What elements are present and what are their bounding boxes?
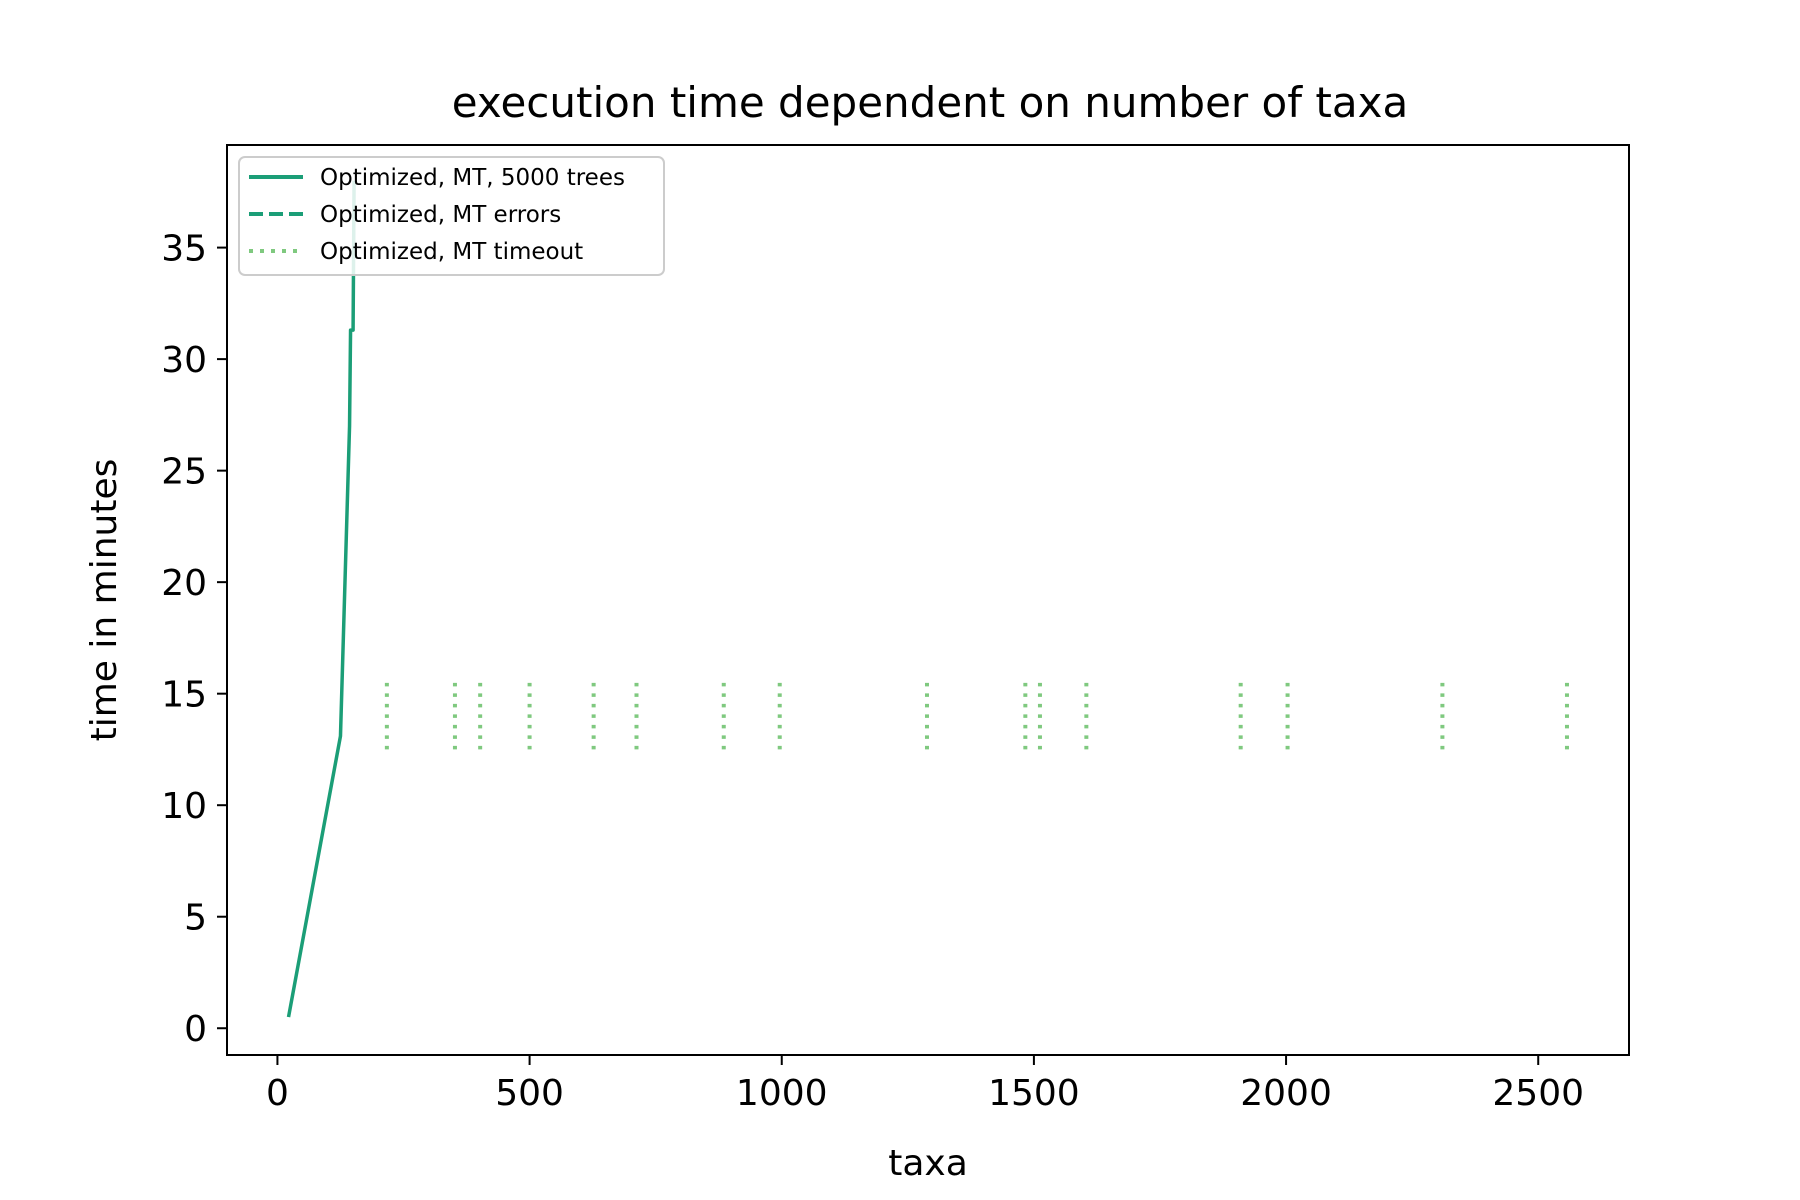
legend: Optimized, MT, 5000 trees Optimized, MT e… bbox=[238, 156, 665, 276]
y-tick-label: 25 bbox=[161, 452, 207, 493]
chart-title: execution time dependent on number of ta… bbox=[452, 78, 1408, 127]
x-tick-label: 1500 bbox=[988, 1073, 1080, 1114]
legend-label: Optimized, MT, 5000 trees bbox=[320, 165, 625, 191]
series-layer bbox=[286, 180, 1569, 1018]
x-tick-label: 500 bbox=[495, 1073, 564, 1114]
y-tick-label: 15 bbox=[161, 675, 207, 716]
x-tick-label: 2000 bbox=[1240, 1073, 1332, 1114]
y-axis: 0 5 10 15 20 25 30 35 bbox=[161, 229, 227, 1050]
legend-items: Optimized, MT, 5000 trees Optimized, MT e… bbox=[249, 165, 625, 265]
y-tick-label: 10 bbox=[161, 786, 207, 827]
y-tick-label: 5 bbox=[184, 898, 207, 939]
x-axis: 0 500 1000 1500 2000 2500 bbox=[266, 1055, 1584, 1114]
y-tick-label: 30 bbox=[161, 340, 207, 381]
plot-area bbox=[226, 144, 1630, 1056]
legend-box bbox=[238, 156, 665, 276]
x-tick-label: 2500 bbox=[1492, 1073, 1584, 1114]
legend-label: Optimized, MT errors bbox=[320, 202, 561, 228]
x-tick-label: 1000 bbox=[736, 1073, 828, 1114]
x-tick-label: 0 bbox=[266, 1073, 289, 1114]
x-axis-label: taxa bbox=[888, 1143, 968, 1184]
y-axis-label: time in minutes bbox=[84, 459, 125, 742]
legend-label: Optimized, MT timeout bbox=[320, 239, 583, 265]
axes-frame bbox=[226, 144, 1630, 1056]
y-tick-label: 35 bbox=[161, 229, 207, 270]
y-tick-label: 20 bbox=[161, 563, 207, 604]
series-line-0 bbox=[286, 180, 356, 1018]
y-tick-label: 0 bbox=[184, 1009, 207, 1050]
